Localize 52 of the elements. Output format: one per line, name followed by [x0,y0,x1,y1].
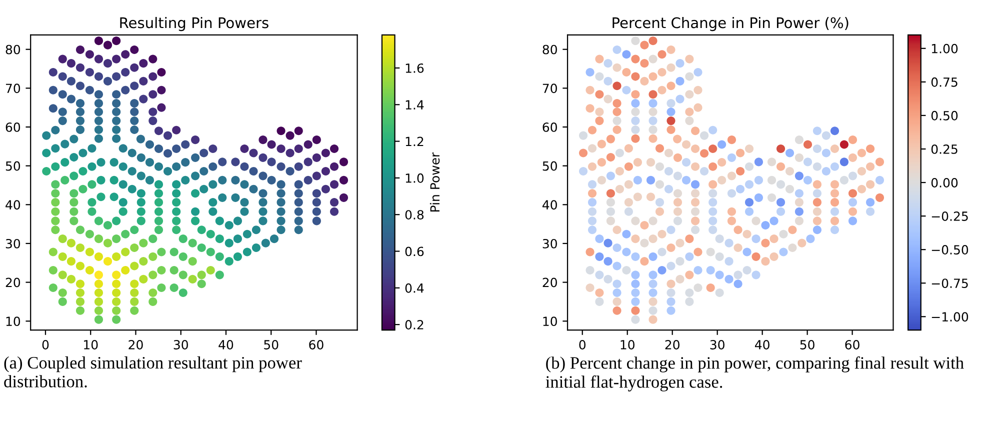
color-bar-label: 1.6 [406,63,424,73]
x-tick-label: 10 [84,340,98,350]
x-tick-label: 40 [218,340,234,350]
y-tick-label: 60 [542,122,557,132]
color-bar-label: 0.00 [931,178,958,188]
y-tick-label: 50 [6,161,20,171]
color-bar-label: 1.4 [406,100,424,110]
x-tick-label: 0 [579,340,586,350]
y-tick-label: 80 [542,44,557,54]
x-tick-label: 10 [620,340,634,350]
x-tick-label: 40 [754,340,770,350]
color-bar-label: 0.75 [931,77,958,87]
color-bar-label: 0.8 [405,210,424,220]
x-tick-label: 20 [665,340,680,350]
color-bar-label: −0.50 [932,245,968,255]
x-tick-label: 20 [128,340,143,350]
x-tick-label: 30 [710,340,724,350]
x-tick-label: 50 [264,340,278,350]
color-bar-label: −0.75 [932,278,968,288]
color-bar-label: −0.25 [932,212,968,221]
text: (b) Percent change in pin power, comparing final result with initial flat-hydrogen case. [546,356,964,392]
y-tick-label: 30 [542,238,557,248]
x-tick-label: 50 [800,340,814,350]
color-bar-label: 1.2 [406,136,424,146]
color-bar-label: 0.2 [405,320,424,330]
color-bar-label: 0.50 [931,110,958,120]
color-bar-label: 0.6 [405,246,424,256]
x-tick-label: 0 [42,340,49,350]
color-bar-label: 0.25 [931,144,958,154]
x-tick-label: 60 [309,340,324,350]
y-tick-label: 10 [543,316,557,326]
color-bar-label: 1.00 [932,44,958,54]
text: (a) Coupled simulation resultant pin power distribution. [4,356,302,388]
y-tick-label: 70 [542,84,557,94]
color-bar-label: 0.4 [405,283,424,293]
y-tick-label: 60 [6,122,20,132]
chart-title: Percent Change in Pin Power (%) [612,16,848,32]
y-tick-label: 50 [542,161,557,171]
y-tick-label: 40 [542,200,557,210]
color-bar-label: 1.0 [406,173,424,183]
chart-title: Resulting Pin Powers [120,16,268,32]
x-tick-label: 60 [845,340,860,350]
y-tick-label: 30 [6,238,20,248]
color-bar-label: −1.00 [932,312,968,322]
y-tick-label: 20 [6,278,20,288]
y-tick-label: 20 [542,278,557,288]
y-tick-label: 80 [6,44,20,54]
y-tick-label: 40 [6,200,20,210]
y-tick-label: 70 [6,84,20,94]
y-tick-label: 10 [6,316,20,326]
color-bar-title: Pin Power [430,152,440,212]
x-tick-label: 30 [174,340,188,350]
